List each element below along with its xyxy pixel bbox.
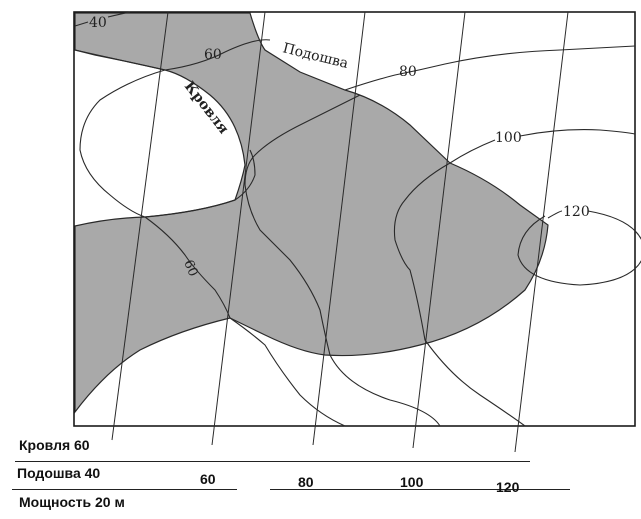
floor-isoline-80 [344,45,636,91]
floor-isoline-120-ellipse [517,210,641,286]
label-40: 40 [89,15,107,31]
shaded-layer-region [74,12,549,414]
roof-isoline-40-top-2 [107,11,131,18]
floor-isoline-120 [547,210,563,219]
floor-isoline-100-top [449,139,496,164]
map-frame [73,11,636,427]
legend-floor: Подошва 40 [17,465,101,481]
roof-isoline-80 [244,94,441,427]
profile-line-2 [211,11,266,446]
profile-line-4 [412,11,466,449]
scale-tick-100: 100 [400,474,424,490]
roof-isoline-40-top [74,21,89,27]
roof-isoline-60-loop [79,69,256,218]
legend-rule-1 [15,461,530,462]
legend-rule-2 [12,489,237,490]
floor-isoline-100 [393,162,526,427]
scale-tick-80: 80 [298,474,314,490]
profile-line-3 [312,11,366,446]
legend-roof: Кровля 60 [19,437,90,453]
label-60-left: 60 [180,258,200,279]
scale-tick-120: 120 [496,479,520,495]
profile-line-5 [514,11,569,453]
label-80: 80 [399,64,417,80]
floor-isoline-60 [74,39,271,71]
legend-rule-3 [270,489,570,490]
scale-tick-60: 60 [200,471,216,487]
label-120: 120 [563,204,590,220]
legend-thickness: Мощность 20 м [19,494,125,510]
label-100: 100 [495,130,522,146]
roof-isoline-60-lower [144,216,346,427]
profile-line-1 [111,11,169,441]
label-60-top: 60 [204,47,222,63]
floor-isoline-100-top-2 [519,129,636,137]
